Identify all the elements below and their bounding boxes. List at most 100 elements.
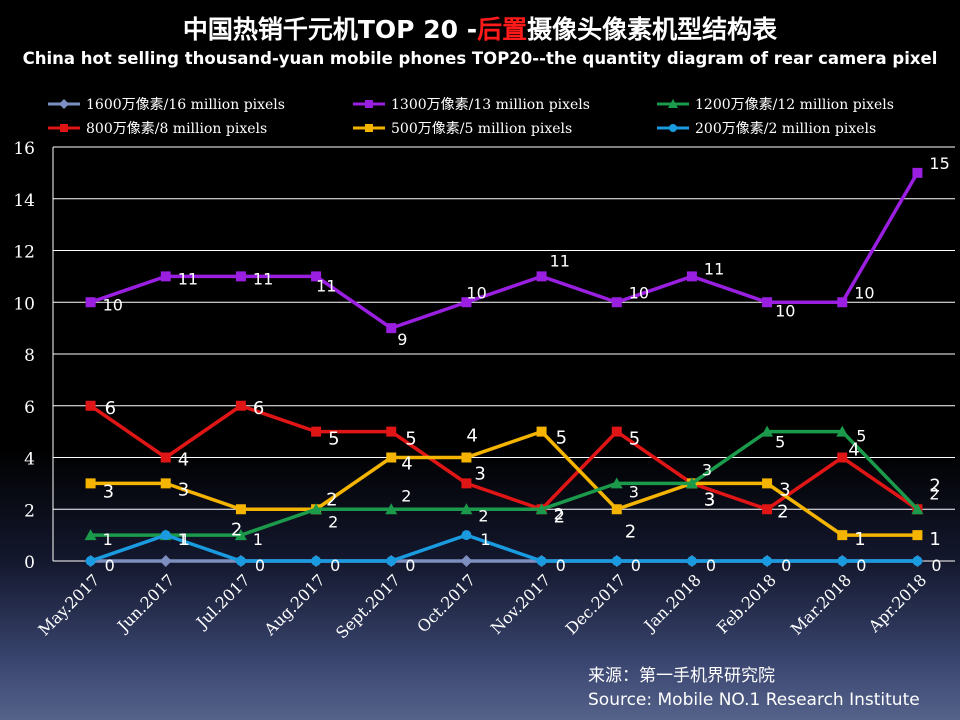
data-label: 4 [466, 426, 477, 447]
data-label: 11 [704, 259, 724, 278]
data-label: 2 [554, 506, 565, 527]
legend-item: 800万像素/8 million pixels [48, 118, 267, 138]
data-point [235, 556, 246, 566]
legend-item: 1600万像素/16 million pixels [48, 94, 285, 114]
data-point [611, 426, 622, 437]
legend-swatch [657, 124, 689, 132]
data-point [762, 297, 773, 308]
data-point [386, 426, 397, 437]
data-label: 4 [178, 450, 189, 471]
data-label: 2 [554, 504, 564, 523]
data-label: 1 [103, 530, 113, 549]
data-point [686, 271, 697, 282]
x-tick-label: Jan.2018 [639, 570, 705, 636]
data-point [311, 426, 322, 437]
data-label: 0 [105, 556, 115, 575]
data-point [160, 530, 171, 541]
data-label: 1 [854, 529, 865, 550]
data-label: 4 [848, 440, 859, 461]
data-point [460, 555, 473, 567]
legend-label: 1200万像素/12 million pixels [695, 97, 894, 113]
data-label: 5 [328, 429, 339, 450]
data-label: 3 [702, 460, 712, 479]
x-tick-label: Dec.2017 [562, 570, 630, 638]
x-tick-label: Sept.2017 [332, 570, 404, 642]
data-point [160, 452, 171, 463]
data-point [85, 556, 96, 566]
y-tick-label: 10 [13, 294, 35, 314]
data-point [310, 503, 323, 515]
chart-title-en: China hot selling thousand-yuan mobile p… [22, 49, 938, 68]
data-label: 5 [556, 428, 567, 449]
data-point [761, 425, 774, 437]
legend-label: 1300万像素/13 million pixels [391, 97, 590, 113]
x-tick-label: Oct.2017 [413, 570, 479, 636]
data-label: 3 [474, 463, 485, 484]
legend-swatch-marker [59, 99, 69, 109]
x-tick-label: Mar.2018 [787, 570, 855, 638]
data-label: 1 [178, 530, 188, 549]
x-tick-label: Apr.2018 [864, 570, 930, 636]
data-label: 11 [550, 251, 570, 270]
legend-item: 200万像素/2 million pixels [657, 118, 876, 138]
source-note: 来源：第一手机界研究院 Source: Mobile NO.1 Research… [588, 664, 920, 712]
legend-label: 200万像素/2 million pixels [695, 121, 877, 137]
data-point [912, 556, 923, 566]
y-tick-label: 14 [13, 191, 35, 211]
data-label: 5 [629, 429, 640, 450]
legend-item: 1200万像素/12 million pixels [657, 94, 894, 114]
legend-label: 500万像素/5 million pixels [391, 121, 573, 137]
data-point [611, 504, 622, 515]
data-label: 3 [103, 481, 114, 502]
data-label: 2 [777, 501, 788, 522]
data-point [235, 400, 246, 411]
legend-swatch [48, 99, 80, 109]
data-label: 3 [704, 489, 715, 510]
data-label: 3 [178, 479, 189, 500]
legend-swatch-marker [60, 124, 68, 132]
series-line [90, 171, 919, 330]
data-point [610, 477, 623, 489]
data-point [85, 478, 96, 489]
data-point [461, 452, 472, 463]
legend-label: 1600万像素/16 million pixels [86, 97, 285, 113]
legend-item: 1300万像素/13 million pixels [353, 94, 590, 114]
data-label: 0 [706, 556, 716, 575]
y-tick-label: 4 [24, 450, 35, 470]
data-label: 1 [253, 530, 263, 549]
data-point [837, 556, 848, 566]
data-label: 6 [253, 398, 264, 419]
series-line [90, 429, 918, 537]
data-point [311, 556, 322, 566]
legend-swatch [353, 124, 385, 132]
data-point [837, 452, 848, 463]
data-point [836, 425, 849, 437]
data-point [311, 271, 322, 282]
data-point [536, 271, 547, 282]
x-tick-label: May.2017 [34, 570, 103, 639]
y-tick-label: 16 [13, 139, 35, 159]
data-label: 2 [326, 489, 337, 510]
data-point [762, 556, 773, 566]
data-point [461, 297, 472, 308]
data-label: 11 [178, 269, 198, 288]
data-label: 2 [231, 519, 242, 540]
data-label: 5 [775, 433, 785, 452]
series-line [89, 404, 919, 511]
data-label: 6 [105, 398, 116, 419]
data-label: 2 [625, 521, 636, 542]
y-tick-label: 8 [24, 346, 35, 366]
data-point [837, 530, 848, 541]
data-label: 5 [856, 427, 866, 446]
data-point [837, 297, 848, 308]
data-point [611, 556, 622, 566]
data-point [160, 478, 171, 489]
chart-legend: 1600万像素/16 million pixels 1300万像素/13 mill… [0, 94, 960, 142]
data-label: 2 [478, 506, 488, 525]
legend-swatch [48, 124, 80, 132]
data-label: 1 [180, 530, 190, 549]
data-point [386, 452, 397, 463]
data-label: 2 [929, 484, 939, 503]
data-point [234, 529, 247, 541]
